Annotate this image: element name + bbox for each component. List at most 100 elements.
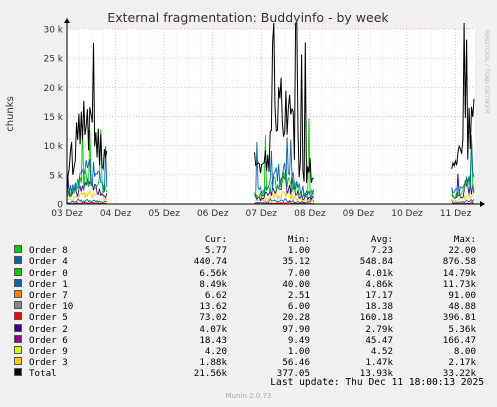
legend-series-name: Order 3 <box>29 357 68 369</box>
legend-avg-value: 4.86k <box>365 278 393 290</box>
legend-row: Order 6 18.43 9.49 45.47 166.47 <box>14 334 476 346</box>
legend-entry: Order 1 <box>14 278 164 290</box>
y-tick-label: 30 k <box>43 26 63 36</box>
legend-cur-value: 73.02 <box>199 312 227 324</box>
legend-row: Order 5 73.02 20.28 160.18 396.81 <box>14 312 476 323</box>
axes <box>64 18 485 207</box>
y-tick-label: 20 k <box>43 84 63 94</box>
legend-avg-value: 18.38 <box>365 301 393 313</box>
legend-entry: Order 4 <box>14 256 164 267</box>
series-line-segment <box>451 198 475 204</box>
last-update: Last update: Thu Dec 11 18:00:13 2025 <box>270 377 484 388</box>
legend-series-name: Order 1 <box>29 278 68 290</box>
y-axis-arrow <box>64 18 70 23</box>
legend-series-name: Order 9 <box>29 346 68 358</box>
x-tick-label: 10 Dez <box>391 209 423 219</box>
legend-min-value: 2.51 <box>287 290 310 302</box>
legend-avg-value: 1.47k <box>365 357 393 369</box>
legend-entry: Total <box>14 368 164 379</box>
legend-swatch <box>14 368 22 377</box>
legend-min-value: 9.49 <box>287 334 310 346</box>
legend-avg-value: 548.84 <box>359 256 393 268</box>
legend-entry: Order 3 <box>14 357 164 368</box>
legend-series-name: Order 4 <box>29 256 68 268</box>
legend-header-max: Max: <box>453 234 476 245</box>
legend-swatch <box>14 323 22 332</box>
series-line-segment <box>254 175 314 202</box>
legend-max-value: 5.36k <box>448 323 476 335</box>
legend-max-value: 8.00 <box>453 346 476 358</box>
legend-series-name: Order 8 <box>29 245 68 257</box>
y-tick-label: 0 <box>57 201 63 211</box>
x-tick-label: 03 Dez <box>51 209 83 219</box>
chart-title: External fragmentation: Buddyinfo - by w… <box>107 10 389 25</box>
legend-row: Order 10 13.62 6.00 18.38 48.88 <box>14 301 476 312</box>
legend-cur-value: 440.74 <box>193 256 227 268</box>
x-tick-label: 09 Dez <box>343 209 375 219</box>
legend-swatch <box>14 256 22 265</box>
x-tick-label: 08 Dez <box>294 209 326 219</box>
chart: 03 Dez 04 Dez 05 Dez 06 Dez 07 Dez 08 Dez 09 D… <box>5 10 491 219</box>
legend-entry: Order 9 <box>14 346 164 357</box>
legend-swatch <box>14 245 22 254</box>
legend-max-value: 91.00 <box>448 290 476 302</box>
legend-max-value: 14.79k <box>442 267 476 279</box>
series-line-segment <box>451 139 475 198</box>
legend-cur-value: 5.77 <box>204 245 227 257</box>
legend-swatch <box>14 334 22 343</box>
legend-row: Total 21.56k 377.05 13.93k 33.22k <box>14 368 476 379</box>
legend-swatch <box>14 290 22 299</box>
legend-max-value: 2.17k <box>448 357 476 369</box>
legend-swatch <box>14 312 22 321</box>
legend-min-value: 40.00 <box>282 278 310 290</box>
y-tick-label: 25 k <box>43 55 63 65</box>
legend-entry: Order 10 <box>14 301 164 312</box>
legend-series-name: Order 10 <box>29 301 74 313</box>
legend-swatch <box>14 267 22 276</box>
legend-swatch <box>14 301 22 310</box>
y-tick-label: 10 k <box>43 142 63 152</box>
x-tick-label: 04 Dez <box>100 209 132 219</box>
legend-series-name: Order 2 <box>29 323 68 335</box>
legend-min-value: 7.00 <box>287 267 310 279</box>
legend-swatch <box>14 357 22 366</box>
legend-cur-value: 6.62 <box>204 290 227 302</box>
legend-min-value: 20.28 <box>282 312 310 324</box>
legend-avg-value: 2.79k <box>365 323 393 335</box>
legend-avg-value: 4.01k <box>365 267 393 279</box>
legend-avg-value: 7.23 <box>370 245 393 257</box>
legend-swatch <box>14 278 22 287</box>
legend-max-value: 11.73k <box>442 278 476 290</box>
legend-series-name: Order 6 <box>29 334 68 346</box>
legend-header-row: Cur: Min: Avg: Max: <box>14 234 476 245</box>
x-tick-label: 07 Dez <box>246 209 278 219</box>
legend-min-value: 56.46 <box>282 357 310 369</box>
legend-min-value: 377.05 <box>276 368 310 380</box>
y-tick-label: 15 k <box>43 113 63 123</box>
munin-version: Munin 2.0.73 <box>225 392 272 400</box>
legend-cur-value: 18.43 <box>199 334 227 346</box>
legend-max-value: 396.81 <box>442 312 476 324</box>
legend-max-value: 876.58 <box>442 256 476 268</box>
legend-series-name: Total <box>29 368 57 380</box>
x-tick-label: 06 Dez <box>197 209 229 219</box>
legend-cur-value: 6.56k <box>199 267 227 279</box>
legend-entry: Order 0 <box>14 267 164 279</box>
legend-table: Cur: Min: Avg: Max: Order 8 5.77 1.00 7.23 2… <box>14 234 476 380</box>
legend-header-min: Min: <box>287 234 310 245</box>
legend-max-value: 166.47 <box>442 334 476 346</box>
legend-row: Order 2 4.07k 97.90 2.79k 5.36k <box>14 323 476 335</box>
legend-min-value: 97.90 <box>282 323 310 335</box>
series-line-segment <box>254 190 315 203</box>
legend-cur-value: 4.07k <box>199 323 227 335</box>
legend-entry: Order 2 <box>14 323 164 335</box>
legend-entry: Order 5 <box>14 312 164 323</box>
legend-row: Order 4 440.74 35.12 548.84 876.58 <box>14 256 476 267</box>
legend-row: Order 0 6.56k 7.00 4.01k 14.79k <box>14 267 476 279</box>
series-line-segment <box>451 192 475 203</box>
legend-min-value: 35.12 <box>282 256 310 268</box>
rrdtool-watermark: RRDTOOL / TOBI OETIKER <box>483 30 491 114</box>
x-axis-arrow <box>480 201 485 207</box>
legend-cur-value: 4.20 <box>204 346 227 358</box>
legend-header-avg: Avg: <box>370 234 393 245</box>
